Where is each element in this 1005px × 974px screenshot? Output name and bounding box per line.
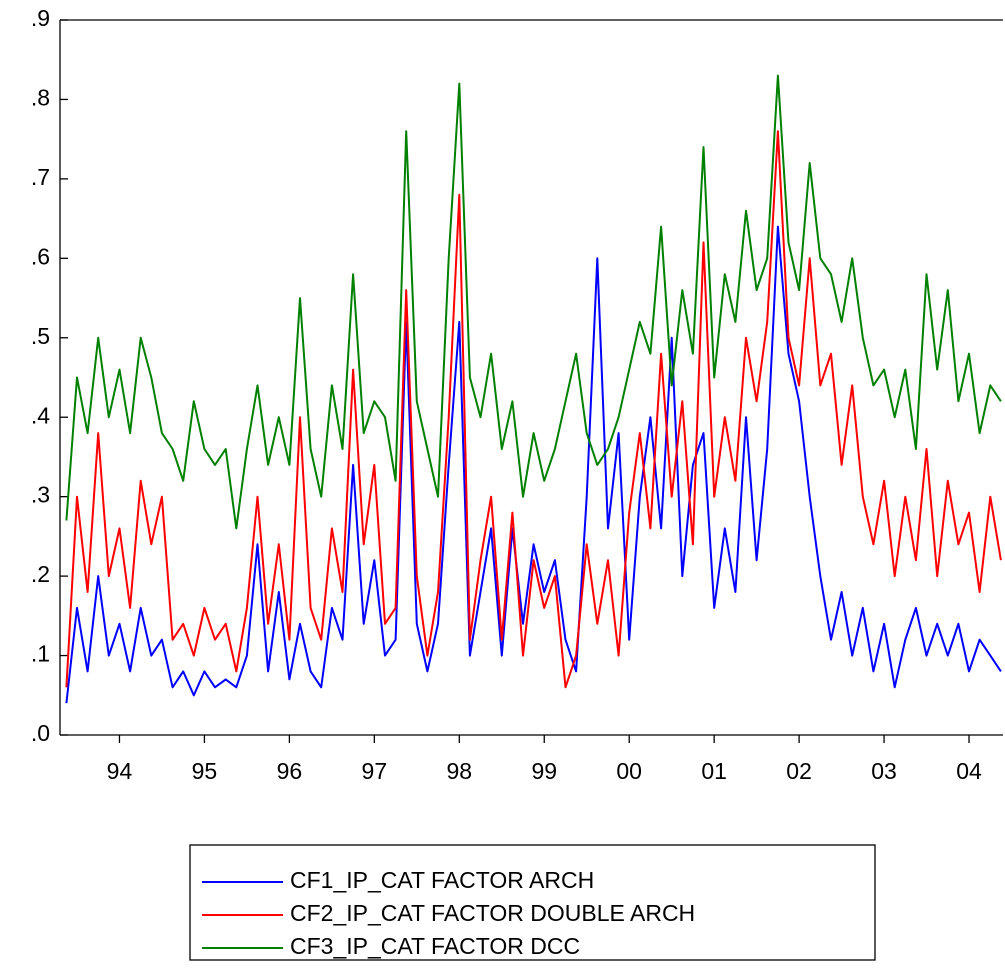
x-tick-label: 02 <box>786 758 812 784</box>
y-tick-label: .7 <box>31 164 50 190</box>
x-tick-label: 97 <box>362 758 388 784</box>
series-line <box>65 225 1002 704</box>
y-tick-label: .8 <box>31 85 50 111</box>
y-tick-label: .0 <box>31 720 50 746</box>
x-tick-label: 95 <box>192 758 218 784</box>
x-tick-label: 01 <box>701 758 727 784</box>
series-line <box>65 130 1002 689</box>
x-tick-label: 03 <box>871 758 897 784</box>
x-tick-label: 99 <box>531 758 557 784</box>
y-tick-label: .2 <box>31 561 50 587</box>
y-tick-label: .4 <box>31 402 50 428</box>
x-tick-label: 96 <box>277 758 303 784</box>
x-tick-label: 00 <box>616 758 642 784</box>
legend-label: CF2_IP_CAT FACTOR DOUBLE ARCH <box>290 900 695 926</box>
y-tick-label: .6 <box>31 243 50 269</box>
series-line <box>65 74 1002 530</box>
x-tick-label: 04 <box>956 758 982 784</box>
x-tick-label: 98 <box>446 758 472 784</box>
x-tick-label: 94 <box>107 758 133 784</box>
y-tick-label: .5 <box>31 323 50 349</box>
y-tick-label: .9 <box>31 5 50 31</box>
legend-label: CF1_IP_CAT FACTOR ARCH <box>290 867 594 893</box>
legend-label: CF3_IP_CAT FACTOR DCC <box>290 933 580 959</box>
y-tick-label: .1 <box>31 641 50 667</box>
y-tick-label: .3 <box>31 482 50 508</box>
legend <box>189 844 876 961</box>
